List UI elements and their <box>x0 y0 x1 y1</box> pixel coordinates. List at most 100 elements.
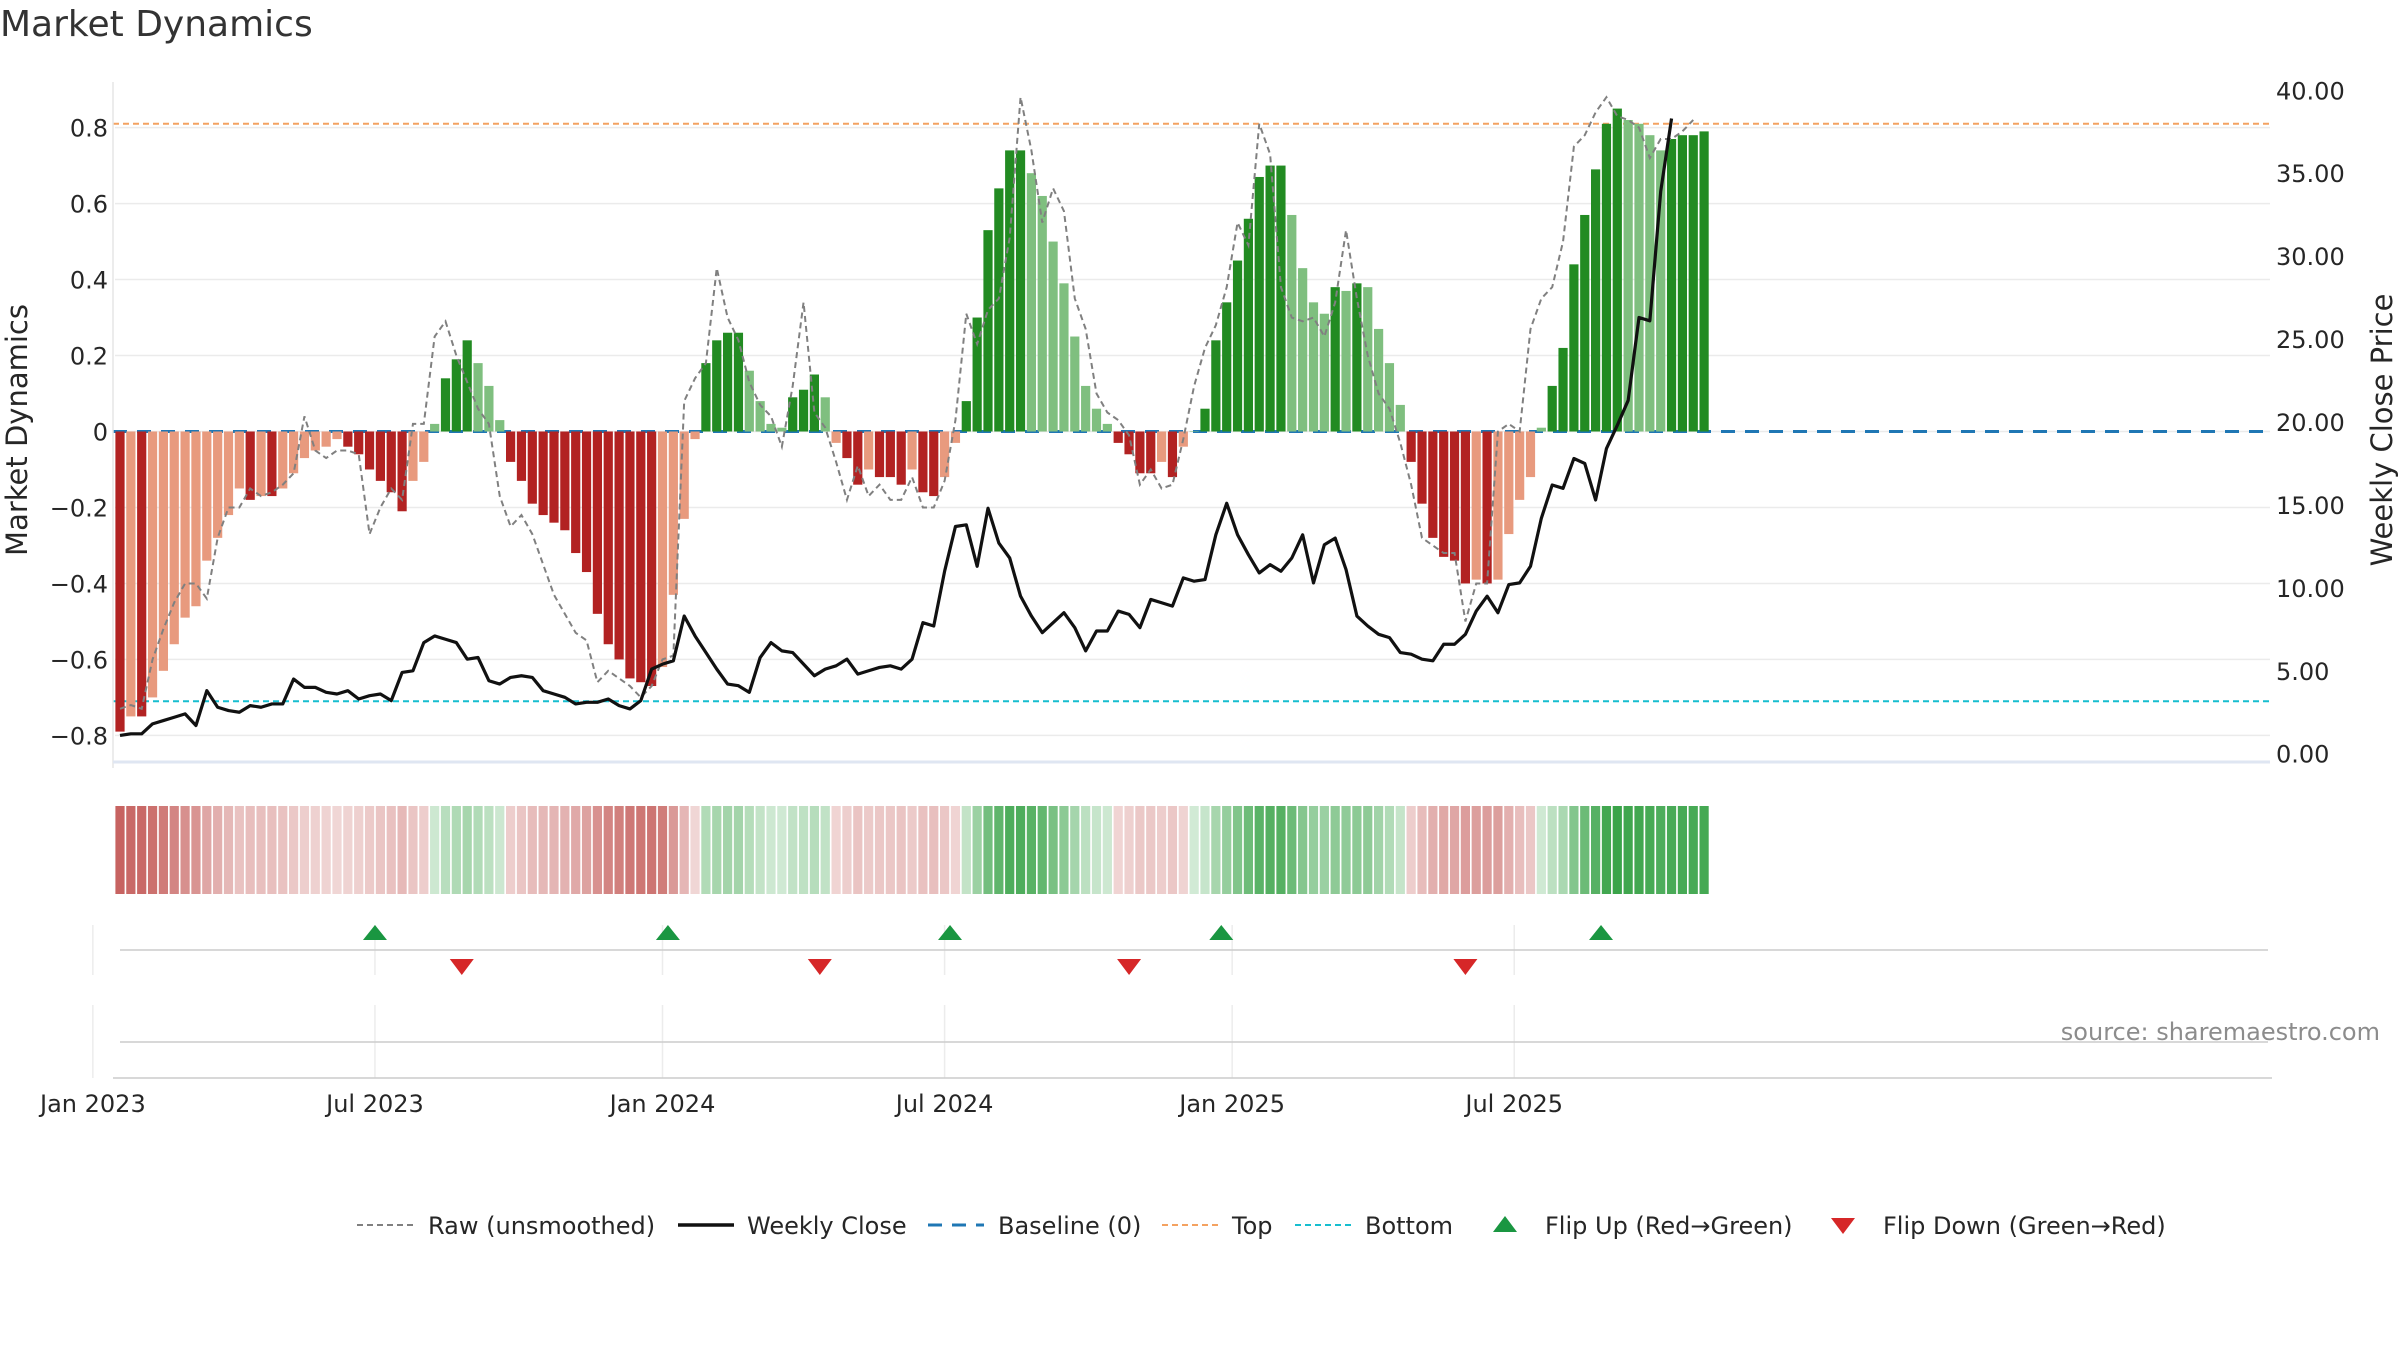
y-tick-label-right: 5.00 <box>2276 658 2329 686</box>
regime-cell <box>929 806 939 894</box>
regime-cell <box>1124 806 1134 894</box>
dynamics-bar <box>1363 287 1373 432</box>
dynamics-bar <box>310 431 320 451</box>
dynamics-bar <box>701 363 711 432</box>
dynamics-bar <box>115 431 125 732</box>
dynamics-bar <box>1005 150 1015 432</box>
dynamics-bar <box>950 431 961 443</box>
dynamics-bar <box>733 332 744 432</box>
y-tick-label-left: 0.4 <box>70 267 108 295</box>
regime-cell <box>972 806 982 894</box>
regime-cell <box>375 806 385 894</box>
dynamics-bar <box>1493 431 1503 580</box>
dynamics-bar <box>213 431 223 538</box>
regime-cell <box>267 806 277 894</box>
regime-cell <box>592 806 602 894</box>
dynamics-bar <box>516 431 527 481</box>
dynamics-bar <box>289 431 299 474</box>
dynamics-bar <box>180 431 190 618</box>
y-tick-label-right: 20.00 <box>2276 409 2345 437</box>
regime-cell <box>1384 806 1395 894</box>
regime-cell <box>1254 806 1264 894</box>
regime-cell <box>1146 806 1156 894</box>
dynamics-bar <box>321 431 331 447</box>
regime-cell <box>1471 806 1481 894</box>
dynamics-bar <box>1102 423 1112 432</box>
regime-cell <box>625 806 635 894</box>
regime-cell <box>245 806 255 894</box>
regime-cell <box>1612 806 1622 894</box>
dynamics-bar <box>451 359 461 432</box>
dynamics-bar <box>386 431 396 493</box>
regime-cell <box>690 806 700 894</box>
legend-flip-up-label: Flip Up (Red→Green) <box>1545 1212 1793 1240</box>
dynamics-bar <box>1688 135 1698 432</box>
regime-cell <box>1081 806 1091 894</box>
dynamics-bar <box>1189 431 1199 432</box>
dynamics-bar <box>1352 283 1362 432</box>
regime-cell <box>1493 806 1503 894</box>
regime-cell <box>1688 806 1698 894</box>
regime-cell <box>853 806 863 894</box>
y-tick-label-left: −0.2 <box>50 494 108 522</box>
dynamics-bar <box>1222 302 1232 432</box>
dynamics-bar <box>126 431 136 717</box>
regime-cell <box>1319 806 1329 894</box>
regime-cell <box>419 806 429 894</box>
y-tick-label-right: 10.00 <box>2276 575 2345 603</box>
dynamics-bar <box>1395 404 1405 432</box>
regime-cell <box>1536 806 1546 894</box>
regime-cell <box>603 806 613 894</box>
regime-cell <box>1406 806 1416 894</box>
dynamics-bars <box>115 108 1709 732</box>
dynamics-bar <box>831 431 841 443</box>
dynamics-bar <box>278 431 288 489</box>
regime-cell <box>1135 806 1145 894</box>
axes: 0.8 0.6 0.4 0.2 0 −0.2 −0.4 −0.6 −0.8 40.00 35.00 3… <box>50 77 2345 768</box>
dynamics-bar <box>1612 108 1622 432</box>
regime-cell <box>1439 806 1449 894</box>
dynamics-bar <box>430 423 440 432</box>
dynamics-bar <box>744 370 754 432</box>
dynamics-bar <box>375 431 385 481</box>
regime-cell <box>278 806 288 894</box>
regime-cell <box>744 806 754 894</box>
y-tick-label-left: −0.6 <box>50 646 108 674</box>
legend-bottom-label: Bottom <box>1365 1212 1453 1240</box>
regime-cell <box>321 806 331 894</box>
regime-cell <box>733 806 744 894</box>
dynamics-bar <box>484 385 494 432</box>
dynamics-bar <box>1634 123 1644 432</box>
dynamics-bar <box>1601 123 1612 432</box>
dynamics-bar <box>788 397 798 432</box>
dynamics-bar <box>1515 431 1525 500</box>
y-tick-label-right: 15.00 <box>2276 492 2345 520</box>
regime-cell <box>1059 806 1069 894</box>
dynamics-bar <box>1048 241 1058 432</box>
y-axis-label-right: Weekly Close Price <box>2365 294 2399 567</box>
dynamics-bar <box>1091 408 1102 432</box>
legend-flip-down-swatch <box>1831 1218 1855 1234</box>
regime-cell <box>516 806 527 894</box>
regime-cell <box>354 806 364 894</box>
y-tick-label-left: −0.8 <box>50 722 108 750</box>
dynamics-bar <box>1167 431 1178 478</box>
regime-cell <box>310 806 320 894</box>
dynamics-bar <box>1157 431 1167 462</box>
regime-cell <box>1265 806 1275 894</box>
regime-cell <box>874 806 885 894</box>
regime-cell <box>1048 806 1058 894</box>
regime-cell <box>451 806 461 894</box>
regime-cell <box>723 806 733 894</box>
dynamics-bar <box>657 431 668 668</box>
flip-up-marker <box>362 925 387 940</box>
regime-cell <box>115 806 125 894</box>
regime-cell <box>158 806 168 894</box>
dynamics-bar <box>1449 431 1460 561</box>
regime-cell <box>1157 806 1167 894</box>
dynamics-bar <box>364 431 375 470</box>
regime-cell <box>1460 806 1470 894</box>
dynamics-bar <box>267 431 277 497</box>
dynamics-bar <box>885 431 895 478</box>
regime-cell <box>408 806 418 894</box>
